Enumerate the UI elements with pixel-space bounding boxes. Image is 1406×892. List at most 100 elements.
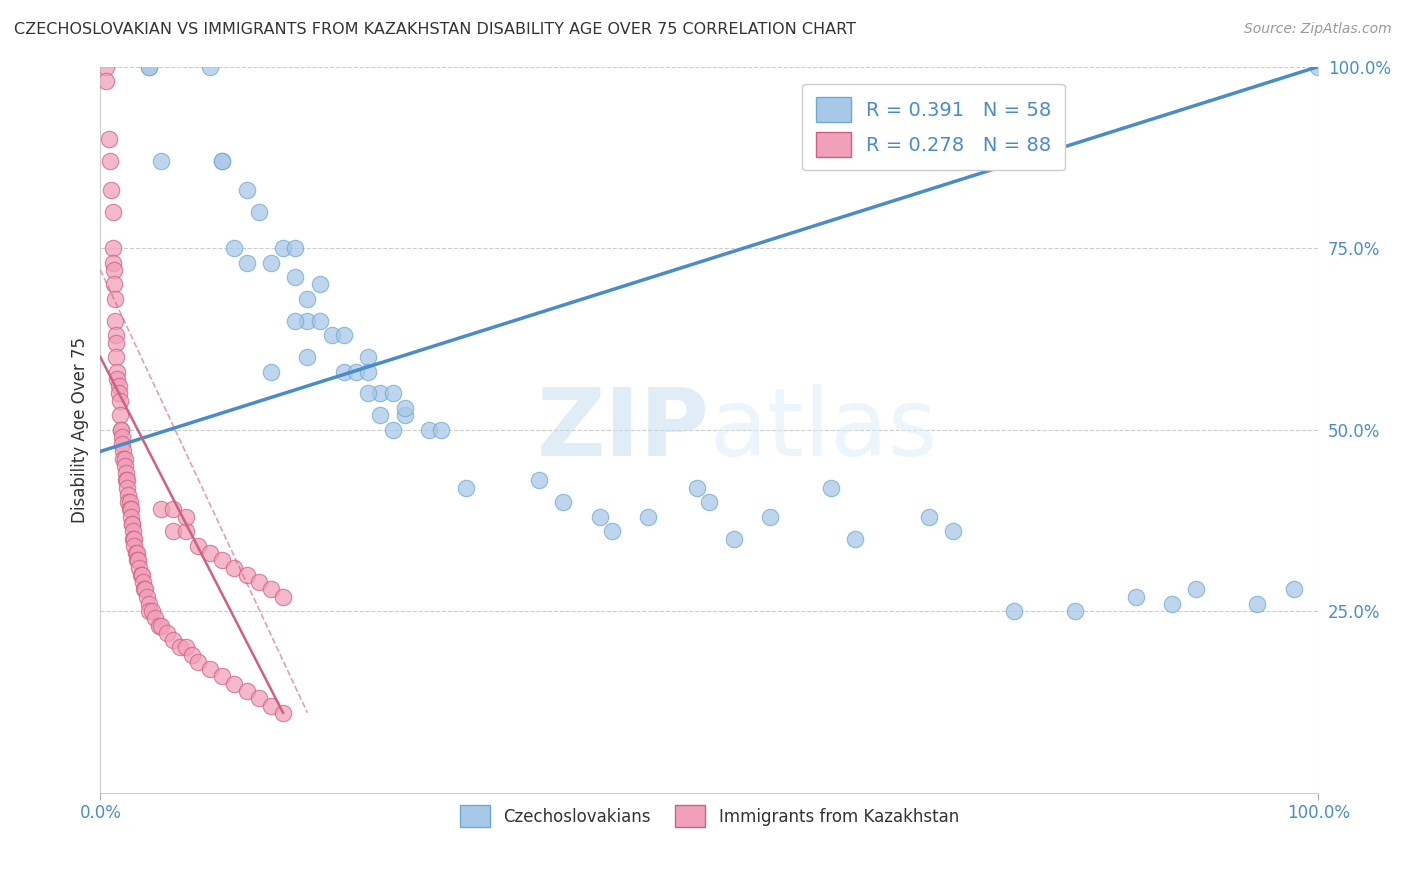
Point bbox=[1282, 582, 1305, 597]
Point bbox=[198, 546, 221, 560]
Point bbox=[101, 255, 124, 269]
Point bbox=[284, 314, 307, 328]
Point bbox=[454, 481, 477, 495]
Point bbox=[174, 524, 197, 539]
Point bbox=[235, 183, 257, 197]
Point bbox=[1308, 60, 1330, 74]
Point bbox=[357, 386, 380, 401]
Point bbox=[284, 241, 307, 255]
Point bbox=[297, 350, 319, 364]
Point bbox=[333, 365, 356, 379]
Point bbox=[143, 611, 166, 625]
Point bbox=[297, 292, 319, 306]
Point bbox=[115, 466, 138, 480]
Point bbox=[104, 314, 127, 328]
Point bbox=[198, 60, 221, 74]
Point bbox=[759, 509, 782, 524]
Point bbox=[271, 706, 294, 720]
Point bbox=[247, 691, 270, 706]
Point bbox=[110, 423, 132, 437]
Point bbox=[308, 277, 330, 292]
Point bbox=[297, 314, 319, 328]
Point bbox=[211, 153, 233, 168]
Point bbox=[394, 401, 416, 415]
Point bbox=[110, 423, 132, 437]
Point bbox=[124, 546, 146, 560]
Point bbox=[418, 423, 440, 437]
Point bbox=[180, 648, 202, 662]
Point bbox=[124, 532, 146, 546]
Point bbox=[271, 241, 294, 255]
Point bbox=[260, 582, 283, 597]
Point bbox=[148, 618, 170, 632]
Y-axis label: Disability Age Over 75: Disability Age Over 75 bbox=[72, 336, 89, 523]
Legend: Czechoslovakians, Immigrants from Kazakhstan: Czechoslovakians, Immigrants from Kazakh… bbox=[451, 797, 967, 835]
Point bbox=[117, 495, 139, 509]
Point bbox=[103, 277, 125, 292]
Point bbox=[260, 698, 283, 713]
Point bbox=[100, 183, 122, 197]
Point bbox=[150, 618, 173, 632]
Point bbox=[107, 386, 129, 401]
Point bbox=[284, 270, 307, 285]
Point bbox=[260, 255, 283, 269]
Point bbox=[1002, 604, 1025, 618]
Point bbox=[187, 539, 209, 553]
Point bbox=[98, 153, 121, 168]
Point bbox=[308, 314, 330, 328]
Point bbox=[117, 488, 139, 502]
Point bbox=[125, 546, 148, 560]
Point bbox=[115, 481, 138, 495]
Point bbox=[134, 582, 156, 597]
Point bbox=[112, 451, 135, 466]
Point bbox=[198, 662, 221, 676]
Point bbox=[156, 626, 179, 640]
Point bbox=[553, 495, 575, 509]
Point bbox=[917, 509, 939, 524]
Point bbox=[321, 328, 343, 343]
Text: ZIP: ZIP bbox=[537, 384, 709, 475]
Point bbox=[381, 386, 404, 401]
Point bbox=[132, 575, 155, 590]
Point bbox=[108, 393, 131, 408]
Point bbox=[138, 60, 160, 74]
Point bbox=[120, 509, 142, 524]
Point bbox=[357, 350, 380, 364]
Point bbox=[381, 423, 404, 437]
Point bbox=[96, 60, 118, 74]
Point bbox=[122, 524, 145, 539]
Point bbox=[333, 328, 356, 343]
Point bbox=[131, 567, 153, 582]
Point bbox=[97, 132, 120, 146]
Point bbox=[235, 255, 257, 269]
Point bbox=[111, 430, 134, 444]
Point bbox=[162, 633, 184, 648]
Point bbox=[105, 328, 128, 343]
Point bbox=[247, 204, 270, 219]
Point bbox=[114, 458, 136, 473]
Point bbox=[942, 524, 965, 539]
Point bbox=[1246, 597, 1268, 611]
Point bbox=[107, 379, 129, 393]
Point bbox=[101, 241, 124, 255]
Point bbox=[138, 597, 160, 611]
Point bbox=[103, 263, 125, 277]
Point bbox=[114, 451, 136, 466]
Point bbox=[138, 604, 160, 618]
Point bbox=[211, 153, 233, 168]
Point bbox=[1125, 590, 1147, 604]
Point bbox=[121, 516, 143, 531]
Point bbox=[107, 365, 129, 379]
Point bbox=[105, 335, 128, 350]
Point bbox=[430, 423, 453, 437]
Point bbox=[211, 553, 233, 567]
Point bbox=[162, 502, 184, 516]
Point bbox=[150, 153, 173, 168]
Point bbox=[111, 437, 134, 451]
Point bbox=[820, 481, 842, 495]
Point bbox=[271, 590, 294, 604]
Point bbox=[1063, 604, 1085, 618]
Point bbox=[187, 655, 209, 669]
Point bbox=[105, 350, 128, 364]
Point bbox=[247, 575, 270, 590]
